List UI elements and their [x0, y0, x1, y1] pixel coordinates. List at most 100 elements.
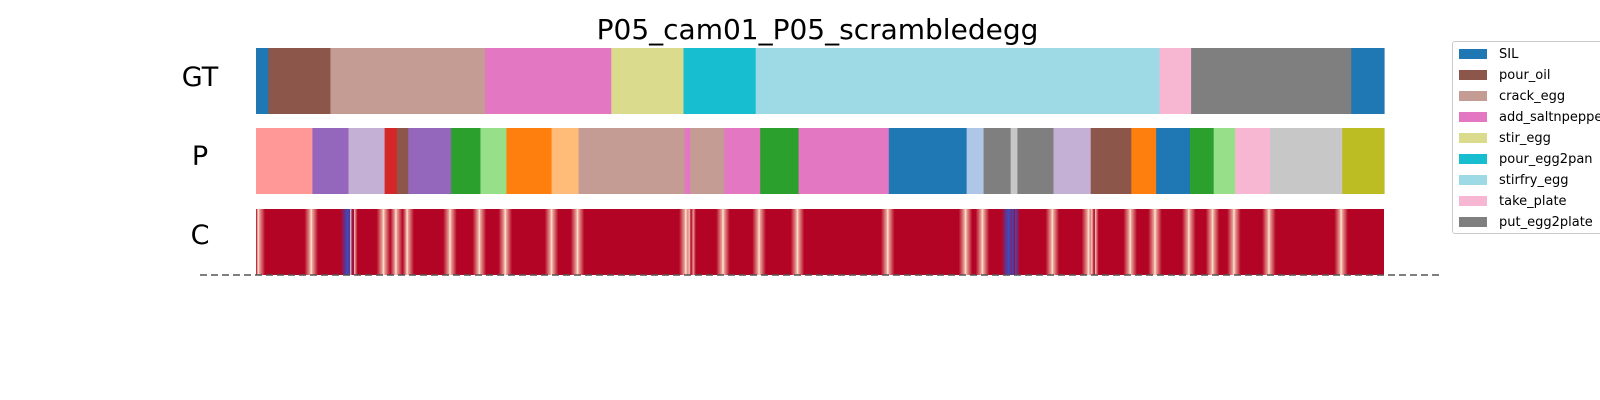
legend-swatch: [1459, 112, 1487, 122]
gt-segment-0: [256, 48, 270, 114]
legend-label: crack_egg: [1499, 88, 1566, 104]
row-label-gt: GT: [181, 62, 219, 93]
legend-label: take_plate: [1499, 193, 1567, 209]
legend-entry-6: stirfry_egg: [1459, 170, 1568, 190]
confidence-dip-5: [395, 209, 397, 275]
p-segment-21: [1053, 128, 1092, 194]
confidence-dip-13: [688, 209, 690, 275]
p-segment-26: [1213, 128, 1236, 194]
legend-label: add_saltnpepper: [1499, 109, 1600, 125]
confidence-dip-24: [1091, 209, 1093, 275]
confidence-dip-3: [350, 209, 352, 275]
confidence-dip-1: [310, 209, 312, 275]
confidence-dip-25: [1129, 209, 1131, 275]
gt-segment-5: [683, 48, 757, 114]
gt-segment-4: [611, 48, 685, 114]
gt-segment-9: [1351, 48, 1385, 114]
confidence-row: [256, 209, 1384, 275]
p-segment-11: [684, 128, 691, 194]
confidence-dip-26: [1154, 209, 1156, 275]
row-label-p: P: [191, 141, 209, 172]
legend-swatch: [1459, 154, 1487, 164]
legend-entry-8: put_egg2plate: [1459, 212, 1593, 232]
legend-swatch: [1459, 175, 1487, 185]
p-segment-28: [1270, 128, 1343, 194]
chart-title: P05_cam01_P05_scrambledegg: [596, 13, 1039, 46]
legend-swatch: [1459, 91, 1487, 101]
legend-entry-4: stir_egg: [1459, 128, 1551, 148]
confidence-dip-18: [964, 209, 967, 275]
confidence-dip-2: [346, 209, 349, 275]
confidence-dip-4: [382, 209, 385, 275]
confidence-dip-29: [1233, 209, 1235, 275]
legend-swatch: [1459, 196, 1487, 206]
confidence-dip-30: [1268, 209, 1270, 275]
legend-entry-1: pour_oil: [1459, 65, 1550, 85]
confidence-dip-22: [1051, 209, 1054, 275]
confidence-dip-14: [722, 209, 724, 275]
legend-entry-0: SIL: [1459, 44, 1518, 64]
p-segment-24: [1156, 128, 1191, 194]
confidence-dip-12: [685, 209, 687, 275]
p-segment-20: [1017, 128, 1055, 194]
p-segment-13: [724, 128, 761, 194]
confidence-dip-28: [1211, 209, 1214, 275]
confidence-dip-7: [449, 209, 451, 275]
confidence-dip-11: [576, 209, 579, 275]
p-segment-25: [1189, 128, 1215, 194]
gt-segment-6: [755, 48, 1161, 114]
p-segment-1: [312, 128, 350, 194]
confidence-dip-10: [550, 209, 553, 275]
confidence-dip-17: [886, 209, 889, 275]
p-segment-2: [348, 128, 386, 194]
legend-label: pour_egg2pan: [1499, 151, 1593, 167]
confidence-dip-16: [796, 209, 799, 275]
p-segment-23: [1131, 128, 1157, 194]
legend-label: SIL: [1499, 46, 1519, 62]
confidence-band: [256, 209, 1384, 275]
gt-row: [256, 48, 1385, 114]
legend-label: pour_oil: [1499, 67, 1551, 83]
gt-segment-1: [268, 48, 332, 114]
p-segment-8: [506, 128, 553, 194]
confidence-dip-8: [478, 209, 481, 275]
legend-label: stir_egg: [1499, 130, 1551, 146]
prediction-row: [256, 128, 1385, 194]
p-segment-6: [451, 128, 482, 194]
p-segment-3: [384, 128, 398, 194]
p-segment-10: [578, 128, 686, 194]
p-segment-17: [966, 128, 985, 194]
confidence-dip-19: [981, 209, 984, 275]
row-label-c: C: [190, 220, 210, 251]
confidence-dip-23: [1087, 209, 1090, 275]
legend-swatch: [1459, 217, 1487, 227]
confidence-dip-31: [1340, 209, 1342, 275]
legend-swatch: [1459, 133, 1487, 143]
gt-segment-3: [484, 48, 612, 114]
gt-segment-8: [1191, 48, 1352, 114]
p-segment-9: [551, 128, 580, 194]
p-segment-15: [798, 128, 890, 194]
p-segment-18: [983, 128, 1012, 194]
confidence-dip-15: [758, 209, 760, 275]
legend-swatch: [1459, 49, 1487, 59]
p-segment-0: [256, 128, 313, 194]
p-segment-5: [408, 128, 452, 194]
legend-label: put_egg2plate: [1499, 214, 1593, 230]
gt-segment-2: [330, 48, 486, 114]
legend-label: stirfry_egg: [1499, 172, 1569, 188]
confidence-dip-27: [1188, 209, 1190, 275]
confidence-dip-21: [1012, 209, 1014, 275]
confidence-dip-9: [504, 209, 506, 275]
legend-entry-5: pour_egg2pan: [1459, 149, 1593, 169]
p-segment-29: [1342, 128, 1385, 194]
segmentation-chart: [200, 48, 1440, 276]
p-segment-4: [397, 128, 409, 194]
p-segment-16: [888, 128, 968, 194]
p-segment-14: [760, 128, 800, 194]
p-segment-19: [1010, 128, 1018, 194]
legend-entry-2: crack_egg: [1459, 86, 1565, 106]
p-segment-22: [1090, 128, 1132, 194]
gt-segment-7: [1159, 48, 1192, 114]
legend: SIL pour_oil crack_egg add_saltnpepper stir_…: [1452, 41, 1600, 234]
